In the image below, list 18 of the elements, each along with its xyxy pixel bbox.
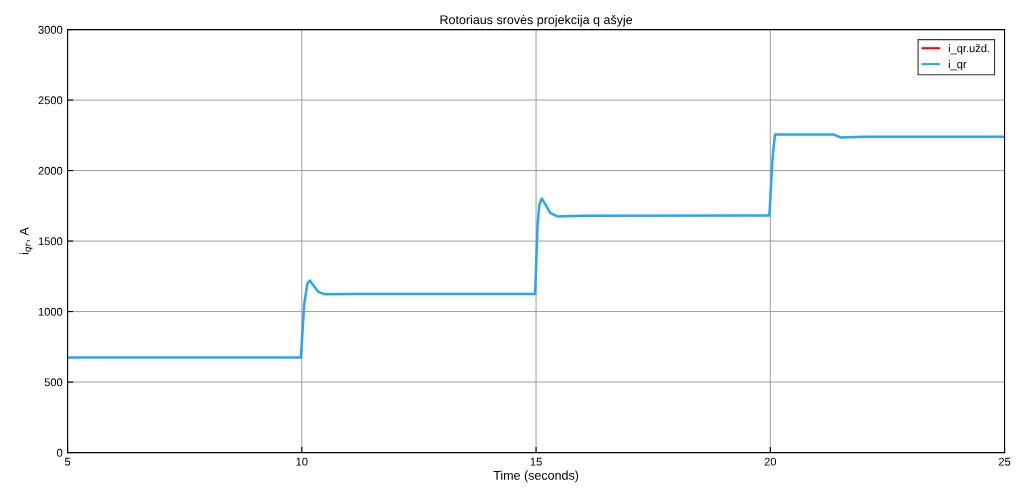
x-axis-title: Time (seconds) <box>493 470 579 483</box>
legend-label: i_qr.užd. <box>948 44 990 55</box>
y-tick-label: 1500 <box>38 237 63 246</box>
y-tick-label: 3000 <box>38 25 63 34</box>
x-tick-label: 20 <box>764 457 777 466</box>
y-tick-label: 2500 <box>38 96 63 105</box>
x-tick-label: 25 <box>998 457 1011 466</box>
y-tick-label: 0 <box>56 448 63 457</box>
chart-title: Rotoriaus srovės projekcija q ašyje <box>440 14 633 27</box>
y-tick-label: 500 <box>44 378 63 387</box>
x-tick-label: 5 <box>64 457 71 466</box>
x-tick-label: 15 <box>530 457 542 466</box>
legend-label: i_qr <box>948 59 967 71</box>
y-tick-label: 2000 <box>38 166 63 175</box>
x-tick-label: 10 <box>296 457 308 466</box>
y-tick-label: 1000 <box>38 307 63 316</box>
line-series <box>67 133 1005 359</box>
y-axis-title: i$_{qr}$, A <box>19 227 33 255</box>
